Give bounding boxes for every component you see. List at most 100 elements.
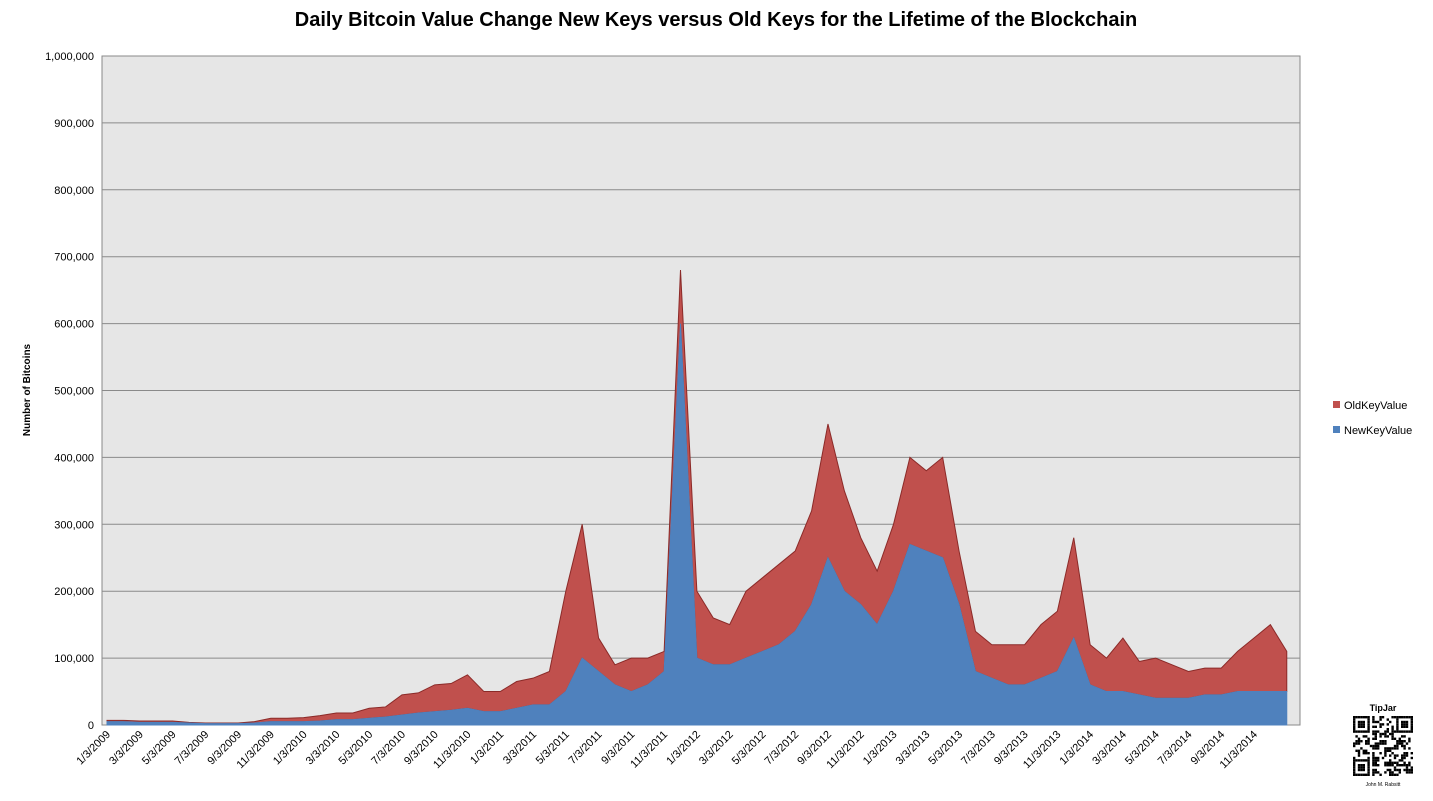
qr-cell <box>1367 740 1370 743</box>
qr-cell <box>1379 718 1382 721</box>
qr-cell <box>1393 773 1397 776</box>
y-tick-label: 700,000 <box>54 252 94 264</box>
qr-cell <box>1403 735 1406 738</box>
qr-cell <box>1367 761 1370 764</box>
qr-cell <box>1372 720 1375 724</box>
qr-cell <box>1391 728 1394 731</box>
qr-cell <box>1372 718 1375 721</box>
qr-cell <box>1389 771 1392 774</box>
qr-cell <box>1372 737 1375 740</box>
qr-cell <box>1367 759 1370 762</box>
qr-cell <box>1360 730 1363 733</box>
qr-cell <box>1374 730 1377 733</box>
qr-cell <box>1357 742 1361 745</box>
qr-cell <box>1367 723 1370 726</box>
qr-cell <box>1372 747 1375 750</box>
x-tick-label: 7/3/2011 <box>566 729 604 767</box>
qr-cell <box>1401 725 1404 728</box>
qr-cell <box>1379 740 1382 743</box>
qr-cell <box>1401 735 1404 738</box>
qr-cell <box>1379 752 1382 755</box>
qr-cell <box>1389 747 1392 750</box>
qr-cell <box>1405 754 1409 757</box>
x-tick-label: 1/3/2010 <box>271 729 310 768</box>
qr-cell <box>1391 761 1394 764</box>
qr-cell <box>1389 761 1392 764</box>
qr-cell <box>1401 720 1404 724</box>
qr-cell <box>1377 742 1380 745</box>
qr-cell <box>1396 723 1399 726</box>
qr-cell <box>1360 725 1363 728</box>
qr-cell <box>1391 747 1394 750</box>
qr-cell <box>1379 725 1382 728</box>
qr-cell <box>1367 773 1370 776</box>
x-tick-label: 7/3/2013 <box>959 729 998 768</box>
x-tick-label: 3/3/2010 <box>304 729 343 768</box>
qr-cell <box>1357 759 1361 762</box>
qr-cell <box>1377 764 1380 767</box>
qr-cell <box>1362 730 1365 733</box>
y-tick-label: 600,000 <box>54 319 94 331</box>
qr-cell <box>1362 735 1365 738</box>
qr-cell <box>1403 744 1406 748</box>
qr-cell <box>1384 747 1387 750</box>
qr-cell <box>1386 728 1389 731</box>
qr-cell <box>1393 768 1397 772</box>
qr-cell <box>1389 759 1392 762</box>
x-tick-label: 5/3/2011 <box>534 729 572 767</box>
qr-cell <box>1396 747 1399 750</box>
qr-cell <box>1403 756 1406 760</box>
qr-cell <box>1365 773 1368 776</box>
qr-cell <box>1405 720 1409 724</box>
qr-cell <box>1357 730 1361 733</box>
qr-cell <box>1381 723 1385 726</box>
qr-cell <box>1362 768 1365 772</box>
qr-cell <box>1393 754 1397 757</box>
qr-cell <box>1355 730 1358 733</box>
qr-cell <box>1391 771 1394 774</box>
qr-cell <box>1365 742 1368 745</box>
qr-cell <box>1389 720 1392 724</box>
qr-cell <box>1381 742 1385 745</box>
qr-cell <box>1362 759 1365 762</box>
qr-cell <box>1360 716 1363 719</box>
qr-cell <box>1379 773 1382 776</box>
y-tick-label: 1,000,000 <box>45 51 94 63</box>
qr-cell <box>1384 771 1387 774</box>
y-tick-label: 300,000 <box>54 519 94 531</box>
qr-cell <box>1405 730 1409 733</box>
qr-cell <box>1384 749 1387 752</box>
qr-cell <box>1403 716 1406 719</box>
x-tick-label: 7/3/2010 <box>369 729 408 768</box>
qr-cell <box>1357 754 1361 757</box>
qr-cell <box>1357 725 1361 728</box>
qr-cell <box>1410 752 1413 755</box>
qr-cell <box>1362 716 1365 719</box>
qr-cell <box>1405 764 1409 767</box>
qr-cell <box>1374 744 1377 748</box>
qr-code <box>1353 716 1413 776</box>
qr-cell <box>1403 764 1406 767</box>
qr-cell <box>1398 771 1401 774</box>
qr-cell <box>1353 720 1356 724</box>
qr-cell <box>1389 749 1392 752</box>
qr-cell <box>1403 752 1406 755</box>
qr-cell <box>1367 720 1370 724</box>
qr-cell <box>1384 740 1387 743</box>
tipjar-name: John M. Rabsitt <box>1366 782 1401 788</box>
qr-cell <box>1357 720 1361 724</box>
qr-cell <box>1367 742 1370 745</box>
qr-cell <box>1384 761 1387 764</box>
legend-swatch <box>1333 401 1340 408</box>
qr-cell <box>1408 761 1411 764</box>
qr-cell <box>1410 718 1413 721</box>
qr-cell <box>1372 759 1375 762</box>
qr-cell <box>1408 716 1411 719</box>
qr-cell <box>1355 740 1358 743</box>
qr-cell <box>1408 768 1411 772</box>
qr-cell <box>1374 735 1377 738</box>
x-tick-label: 1/3/2012 <box>664 729 703 768</box>
qr-cell <box>1386 735 1389 738</box>
chart-title: Daily Bitcoin Value Change New Keys vers… <box>295 9 1137 31</box>
qr-cell <box>1377 730 1380 733</box>
